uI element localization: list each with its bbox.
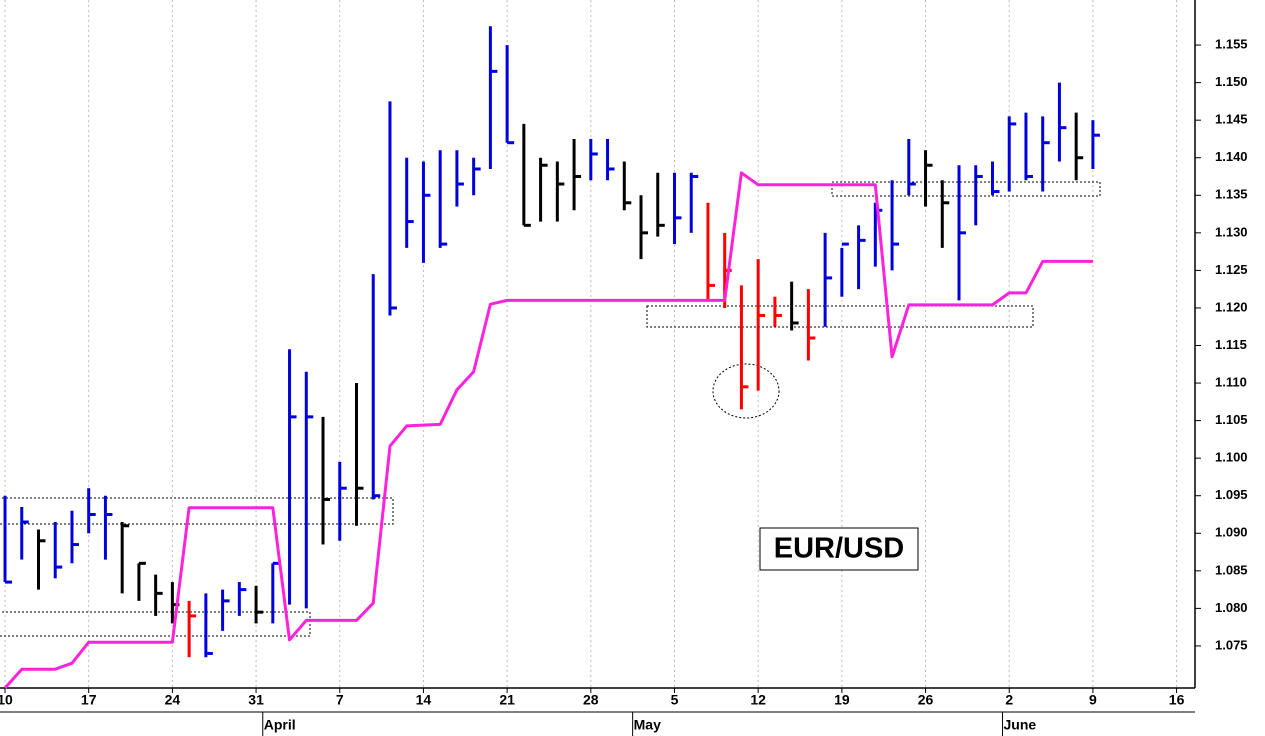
- y-tick-label: 1.095: [1215, 487, 1248, 502]
- x-tick-label: 19: [834, 692, 850, 708]
- y-tick-label: 1.120: [1215, 299, 1248, 314]
- x-tick-label: 26: [918, 692, 934, 708]
- y-tick-label: 1.155: [1215, 37, 1248, 52]
- y-tick-label: 1.145: [1215, 112, 1248, 127]
- range-box: [0, 611, 311, 637]
- y-tick-label: 1.105: [1215, 412, 1248, 427]
- y-tick-label: 1.150: [1215, 74, 1248, 89]
- y-tick-label: 1.110: [1215, 374, 1247, 389]
- annotation: EUR/USD: [774, 533, 905, 565]
- month-label: May: [634, 717, 661, 733]
- y-tick-label: 1.130: [1215, 224, 1248, 239]
- y-tick-label: 1.135: [1215, 187, 1248, 202]
- x-tick-label: 17: [81, 692, 97, 708]
- highlight-ellipse: [712, 363, 780, 419]
- y-tick-label: 1.090: [1215, 525, 1248, 540]
- y-tick-label: 1.100: [1215, 450, 1248, 465]
- x-tick-label: 9: [1089, 692, 1097, 708]
- x-tick-label: 5: [671, 692, 679, 708]
- x-tick-label: 2: [1005, 692, 1013, 708]
- month-label: June: [1004, 717, 1037, 733]
- x-tick-label: 10: [0, 692, 13, 708]
- x-tick-label: 16: [1169, 692, 1185, 708]
- y-tick-label: 1.115: [1215, 337, 1247, 352]
- y-tick-label: 1.075: [1215, 637, 1248, 652]
- y-tick-label: 1.080: [1215, 600, 1248, 615]
- x-tick-label: 24: [165, 692, 181, 708]
- x-tick-label: 7: [336, 692, 344, 708]
- y-tick-label: 1.125: [1215, 262, 1248, 277]
- x-tick-label: 12: [750, 692, 766, 708]
- month-label: April: [264, 717, 296, 733]
- range-box: [646, 305, 1034, 328]
- indicator-line: [3, 171, 1093, 689]
- range-box: [0, 497, 394, 525]
- x-tick-label: 28: [583, 692, 599, 708]
- x-tick-label: 21: [499, 692, 515, 708]
- x-tick-label: 14: [416, 692, 432, 708]
- range-box: [831, 181, 1101, 197]
- annotation-box: [759, 527, 919, 571]
- y-tick-label: 1.085: [1215, 562, 1248, 577]
- x-tick-label: 31: [248, 692, 264, 708]
- y-tick-label: 1.140: [1215, 149, 1248, 164]
